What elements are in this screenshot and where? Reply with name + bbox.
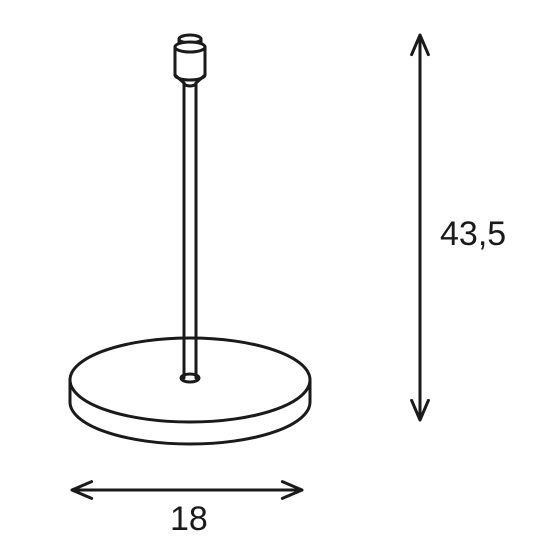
width-dimension-label: 18 bbox=[170, 500, 208, 539]
height-dimension-label: 43,5 bbox=[440, 215, 506, 254]
technical-drawing bbox=[0, 0, 540, 540]
